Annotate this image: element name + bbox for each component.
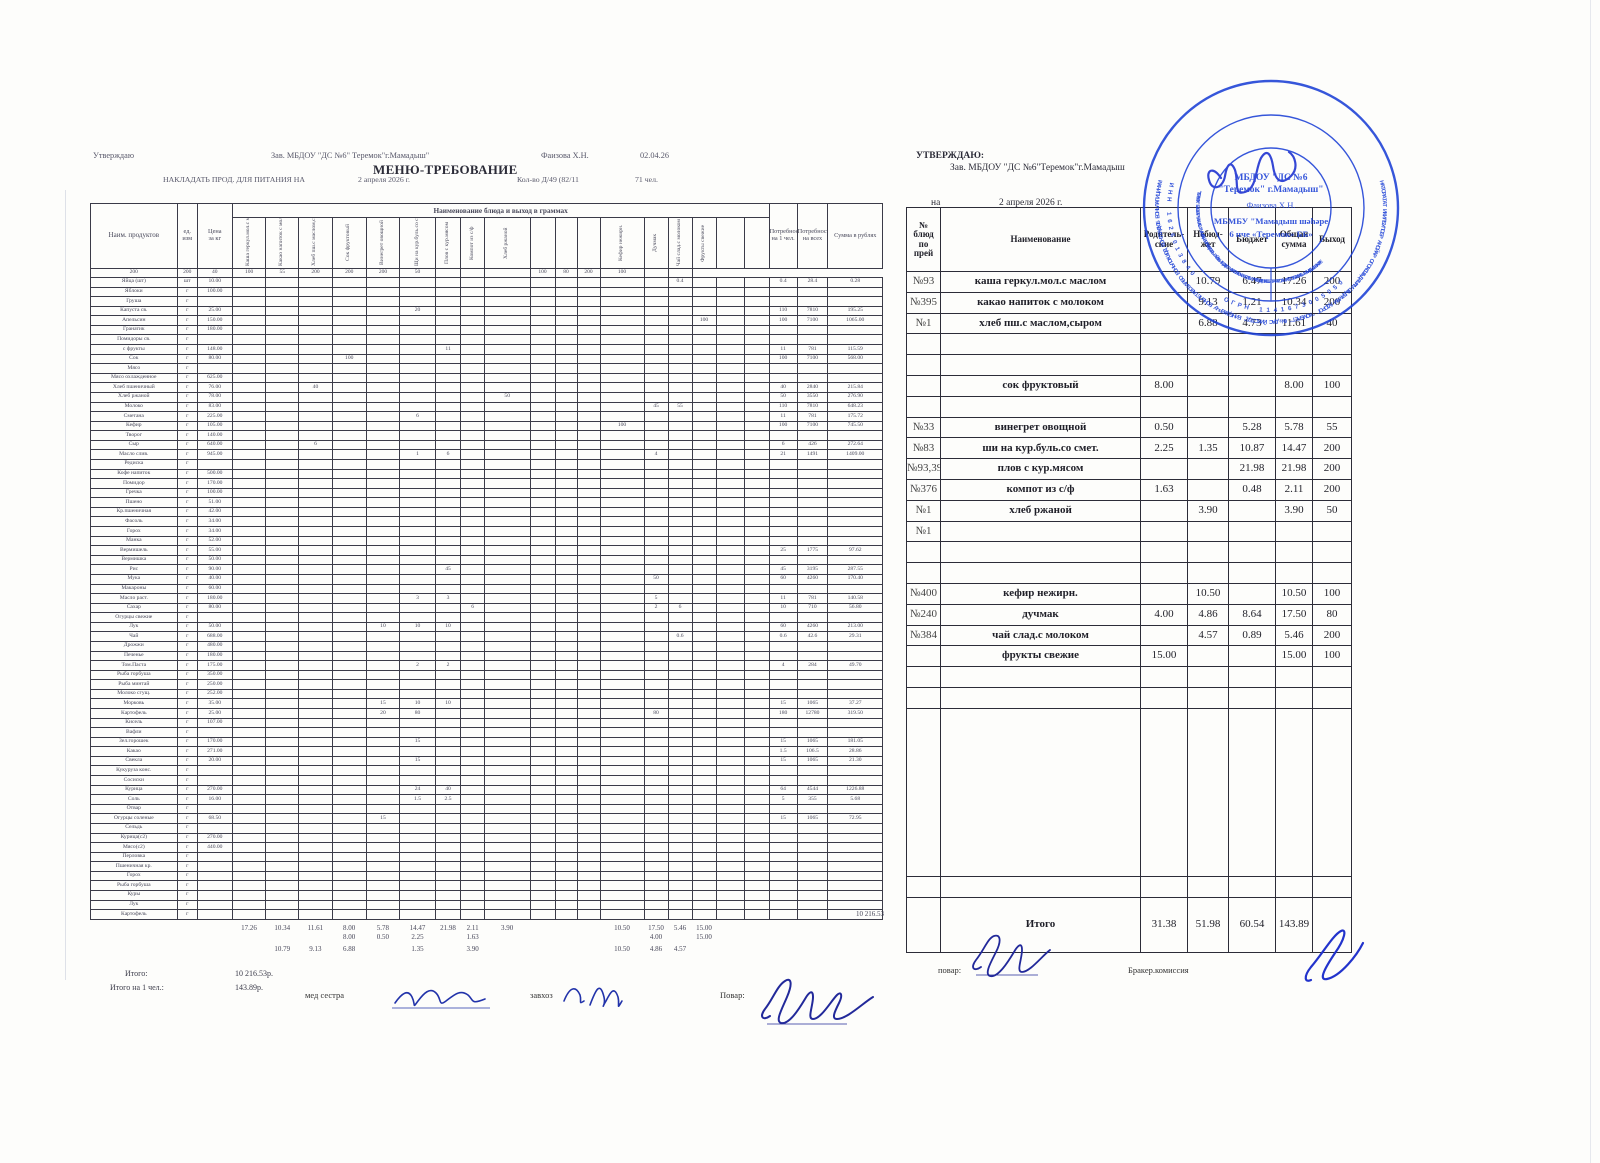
svg-text:МБДОУ "ДС №6: МБДОУ "ДС №6 <box>1235 173 1308 183</box>
svg-text:6: 6 <box>1287 305 1292 313</box>
svg-text:Д: Д <box>1275 318 1279 324</box>
svg-text:4: 4 <box>1184 264 1192 271</box>
svg-text:Н: Н <box>1244 304 1251 312</box>
svg-text:6: 6 <box>1166 219 1173 224</box>
svg-text:Н: Н <box>1166 189 1174 195</box>
svg-text:1: 1 <box>1266 307 1270 314</box>
svg-text:МБМБУ "Мамадыш шәһәре: МБМБУ "Мамадыш шәһәре <box>1214 216 1328 226</box>
svg-text:7: 7 <box>1294 303 1300 311</box>
svg-text:1: 1 <box>1259 306 1264 313</box>
svg-text:8: 8 <box>1180 258 1188 265</box>
svg-text:2: 2 <box>1167 226 1175 231</box>
svg-text:1: 1 <box>1173 246 1181 252</box>
svg-text:0: 0 <box>1337 279 1345 287</box>
svg-text:0: 0 <box>1188 270 1196 278</box>
svg-text:Й: Й <box>1263 318 1267 326</box>
svg-text:Г: Г <box>1230 299 1236 307</box>
svg-text:6: 6 <box>1168 233 1176 239</box>
svg-text:0: 0 <box>1170 239 1178 245</box>
svg-text:"Теремок" г.Мамадыш": "Теремок" г.Мамадыш" <box>1218 185 1323 195</box>
svg-text:5: 5 <box>1320 292 1327 300</box>
svg-text:И: И <box>1167 182 1175 188</box>
svg-text:Р: Р <box>1237 302 1243 310</box>
svg-text:0: 0 <box>1314 295 1321 303</box>
svg-text:Е: Е <box>1155 214 1161 218</box>
svg-text:Фаизова Х.Н.: Фаизова Х.Н. <box>1247 200 1296 210</box>
svg-text:Н: Н <box>1165 197 1172 203</box>
svg-text:И: И <box>1381 209 1387 213</box>
svg-text:3: 3 <box>1176 252 1184 259</box>
svg-text:6 нче «Теремок» ББ»: 6 нче «Теремок» ББ» <box>1229 229 1312 239</box>
svg-text:О: О <box>1222 296 1230 304</box>
svg-text:1: 1 <box>1280 306 1285 313</box>
svg-text:5: 5 <box>1332 284 1340 292</box>
svg-text:4: 4 <box>1274 307 1278 314</box>
svg-text:0: 0 <box>1308 298 1314 306</box>
svg-text:0: 0 <box>1326 288 1333 296</box>
svg-text:3: 3 <box>1301 301 1307 309</box>
svg-text:1: 1 <box>1165 212 1172 216</box>
